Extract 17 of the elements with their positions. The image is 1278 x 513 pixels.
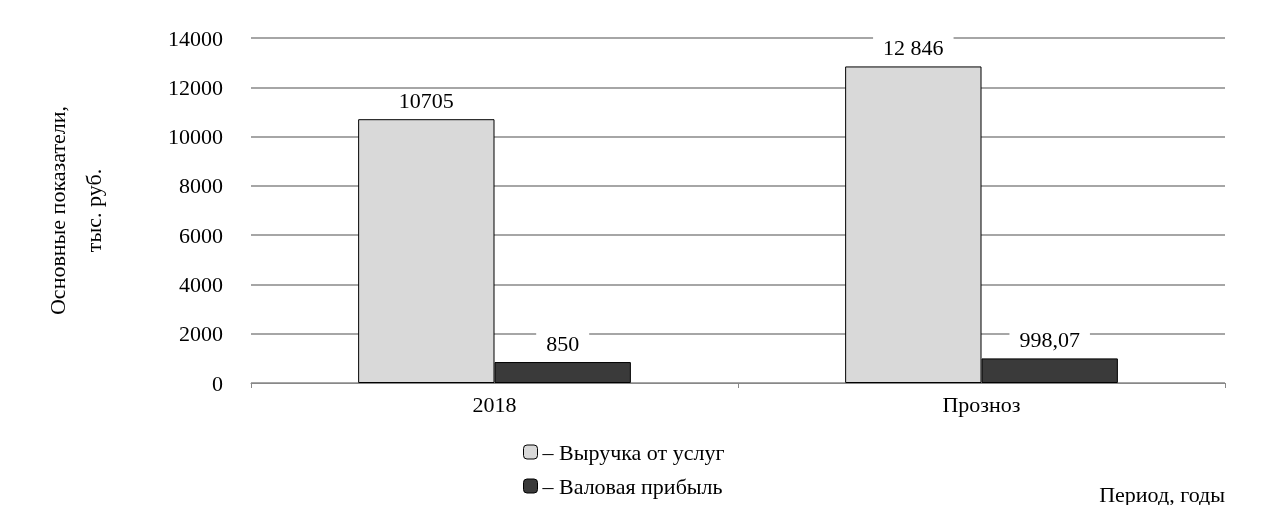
- y-tick-label: 12000: [168, 74, 223, 100]
- data-label: 850: [546, 330, 580, 356]
- y-tick-label: 10000: [168, 124, 223, 150]
- y-tick-label: 14000: [168, 25, 223, 51]
- data-label: 10705: [398, 87, 454, 113]
- y-axis-title: Основные показатели, тыс. руб.: [44, 105, 106, 316]
- y-tick-label: 0: [212, 370, 223, 396]
- x-tick-label: 2018: [472, 391, 517, 417]
- legend-label: – Выручка от услуг: [541, 439, 725, 465]
- y-tick-label: 6000: [179, 222, 223, 248]
- y-tick-label: 2000: [179, 321, 223, 347]
- y-tick-label: 8000: [179, 173, 223, 199]
- y-tick-label: 4000: [179, 271, 223, 297]
- legend-label: – Валовая прибыль: [541, 473, 723, 499]
- x-tick-label: Прозноз: [942, 391, 1021, 417]
- data-label: 998,07: [1019, 326, 1080, 352]
- data-label: 12 846: [883, 34, 944, 60]
